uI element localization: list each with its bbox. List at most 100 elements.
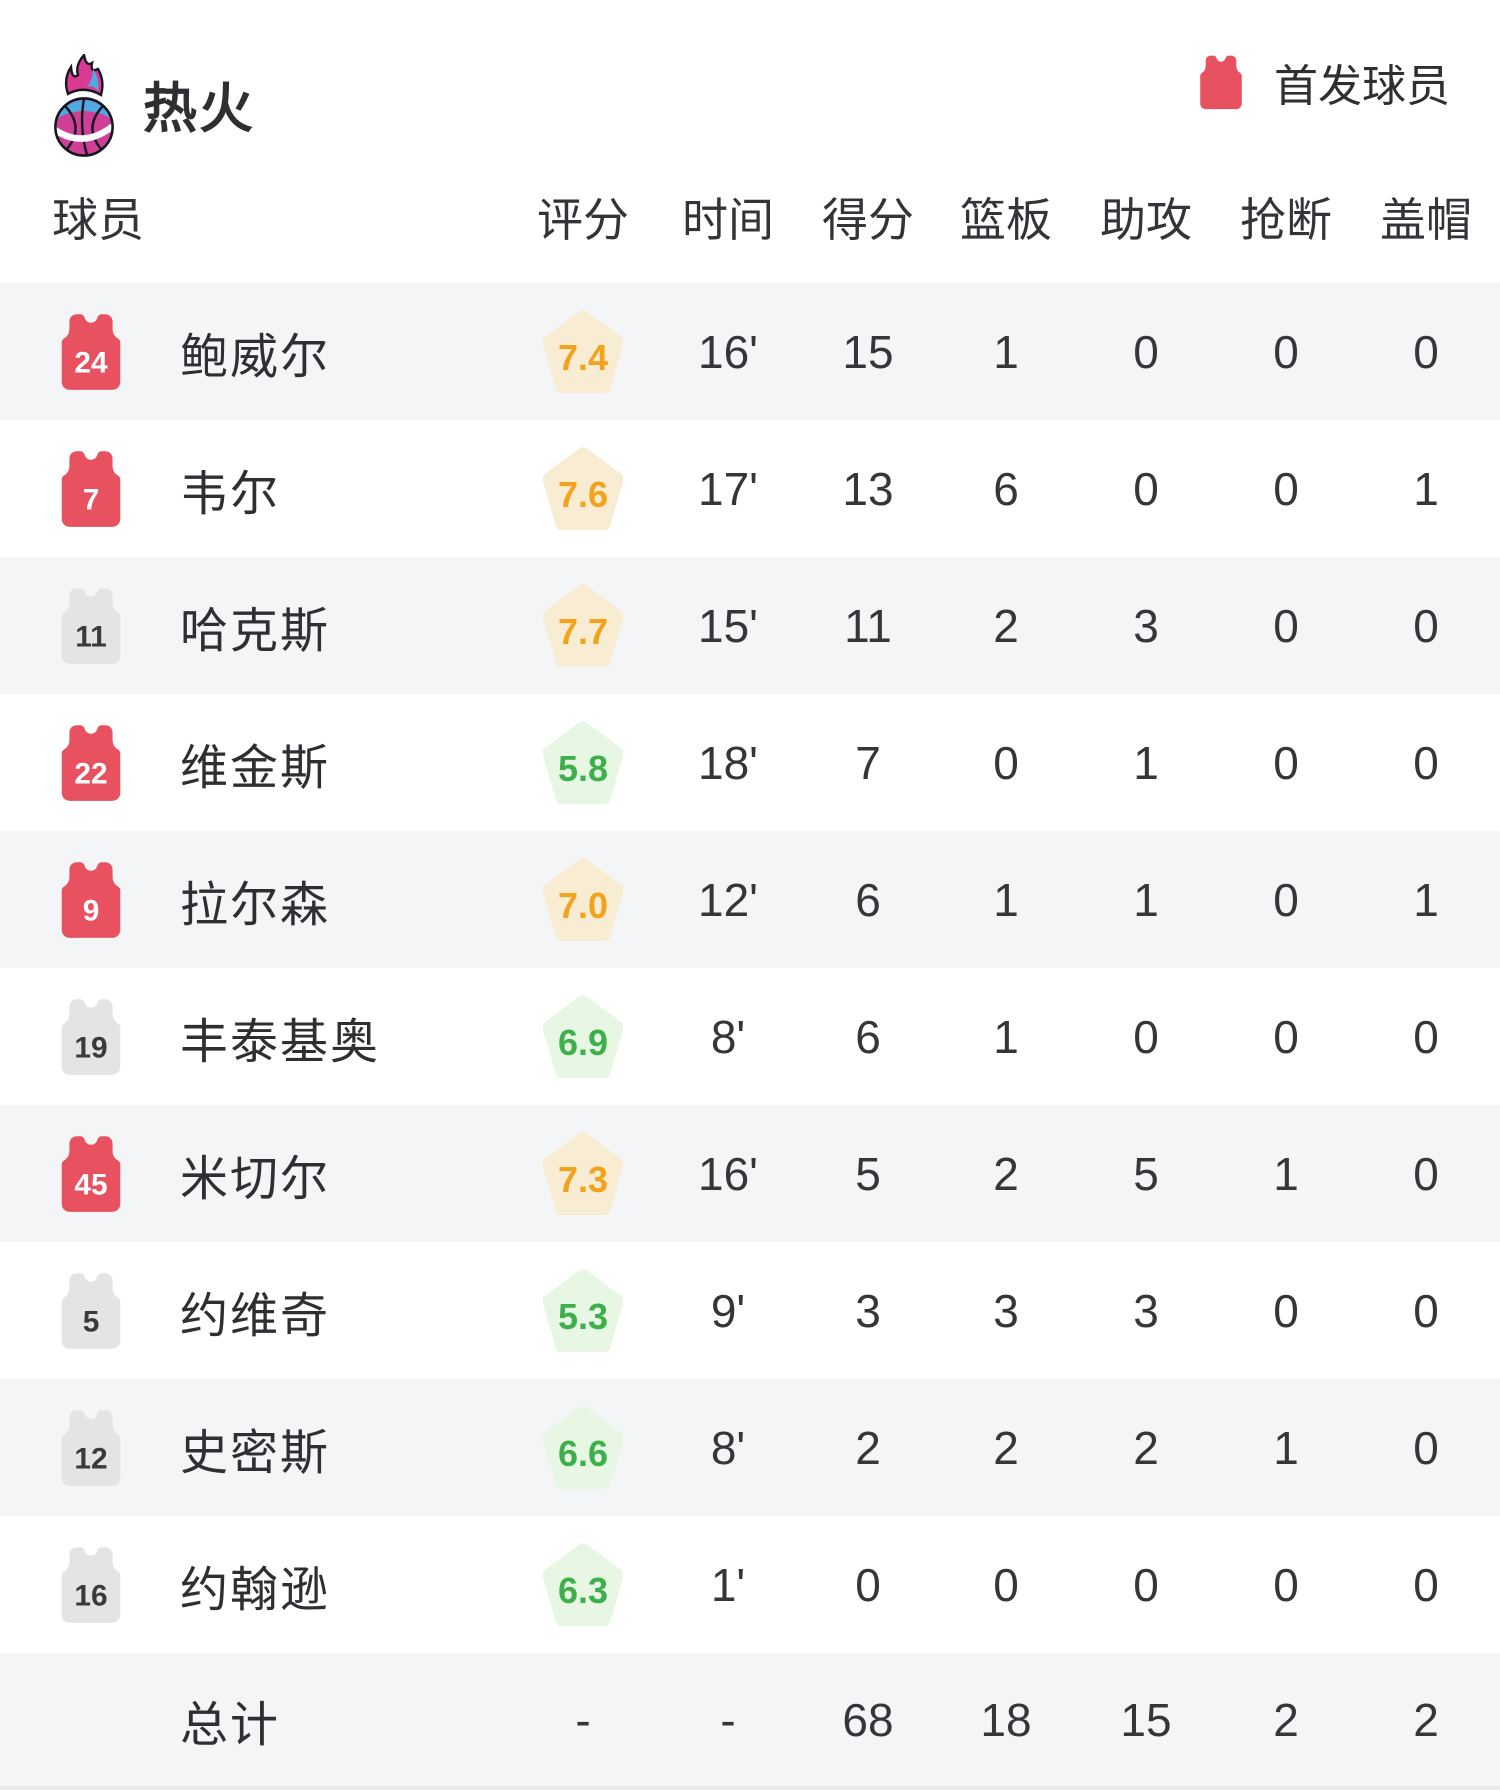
player-row[interactable]: 24 鲍威尔 7.4 16' 15 1 0 0 0	[0, 283, 1500, 420]
jersey-number: 9	[83, 895, 100, 928]
stat-assists: 0	[1133, 325, 1159, 378]
player-row[interactable]: 45 米切尔 7.3 16' 5 2 5 1 0	[0, 1105, 1500, 1242]
jersey-number: 12	[74, 1443, 107, 1476]
stat-points: 7	[855, 736, 881, 789]
stat-points: 0	[855, 1558, 881, 1611]
total-rebounds: 18	[980, 1693, 1032, 1746]
player-row[interactable]: 22 维金斯 5.8 18' 7 0 1 0 0	[0, 694, 1500, 831]
rating-badge: 6.6	[543, 1405, 623, 1490]
stat-steals: 0	[1273, 462, 1299, 515]
player-name: 哈克斯	[180, 604, 331, 658]
rating-value: 5.3	[557, 1296, 609, 1338]
stat-rebounds: 2	[993, 599, 1019, 652]
stat-blocks: 0	[1413, 736, 1439, 789]
player-table: 24 鲍威尔 7.4 16' 15 1 0 0 0 7	[0, 283, 1500, 1790]
player-name: 约翰逊	[180, 1563, 331, 1617]
starter-legend: 首发球员	[1196, 53, 1450, 111]
stat-steals: 1	[1273, 1421, 1299, 1474]
stat-rebounds: 0	[993, 1558, 1019, 1611]
rating-badge: 7.0	[543, 857, 623, 942]
rating-value: 6.9	[557, 1022, 609, 1064]
jersey-icon: 5	[56, 1271, 126, 1350]
team-name: 热火	[143, 79, 255, 139]
stat-points: 3	[855, 1284, 881, 1337]
rating-value: 7.0	[557, 885, 609, 927]
stat-time: 16'	[698, 1147, 758, 1200]
stat-rebounds: 1	[993, 1010, 1019, 1063]
jersey-number: 11	[75, 621, 107, 654]
player-row[interactable]: 9 拉尔森 7.0 12' 6 1 1 0 1	[0, 831, 1500, 968]
stat-steals: 0	[1273, 1558, 1299, 1611]
jersey-number: 16	[74, 1580, 107, 1613]
stat-blocks: 1	[1413, 873, 1439, 926]
stat-time: 17'	[698, 462, 758, 515]
total-row: 总计 - - 68 18 15 2 2	[0, 1653, 1500, 1790]
stat-time: 8'	[710, 1010, 746, 1063]
player-row[interactable]: 7 韦尔 7.6 17' 13 6 0 0 1	[0, 420, 1500, 557]
jersey-number: 5	[83, 1306, 100, 1339]
stat-points: 15	[842, 325, 894, 378]
stat-blocks: 0	[1413, 1010, 1439, 1063]
total-blocks: 2	[1413, 1693, 1439, 1746]
jersey-icon: 12	[56, 1408, 126, 1487]
stat-time: 9'	[710, 1284, 746, 1337]
stat-time: 15'	[698, 599, 758, 652]
stat-assists: 3	[1133, 599, 1159, 652]
jersey-number: 24	[74, 347, 108, 380]
stat-assists: 3	[1133, 1284, 1159, 1337]
stat-points: 11	[844, 599, 892, 652]
total-steals: 2	[1273, 1693, 1299, 1746]
player-row[interactable]: 16 约翰逊 6.3 1' 0 0 0 0 0	[0, 1516, 1500, 1653]
stat-blocks: 0	[1413, 599, 1439, 652]
total-assists: 15	[1120, 1693, 1172, 1746]
column-header-steals: 抢断	[1240, 193, 1332, 246]
stat-blocks: 0	[1413, 1558, 1439, 1611]
jersey-icon: 22	[56, 723, 126, 802]
stat-rebounds: 2	[993, 1147, 1019, 1200]
rating-value: 7.7	[557, 611, 609, 653]
stat-points: 5	[855, 1147, 881, 1200]
stat-assists: 2	[1133, 1421, 1159, 1474]
stat-rebounds: 0	[993, 736, 1019, 789]
jersey-number: 45	[74, 1169, 107, 1202]
stat-steals: 0	[1273, 736, 1299, 789]
stat-assists: 0	[1133, 1558, 1159, 1611]
stat-blocks: 0	[1413, 1421, 1439, 1474]
player-row[interactable]: 12 史密斯 6.6 8' 2 2 2 1 0	[0, 1379, 1500, 1516]
jersey-number: 7	[83, 484, 100, 517]
stat-steals: 0	[1273, 873, 1299, 926]
rating-badge: 6.3	[543, 1542, 623, 1627]
player-row[interactable]: 11 哈克斯 7.7 15' 11 2 3 0 0	[0, 557, 1500, 694]
rating-badge: 7.4	[543, 309, 623, 394]
player-name: 维金斯	[180, 741, 331, 795]
stat-assists: 0	[1133, 1010, 1159, 1063]
player-name: 米切尔	[180, 1152, 331, 1206]
jersey-icon: 11	[56, 586, 126, 665]
player-name: 鲍威尔	[180, 330, 331, 384]
stat-blocks: 0	[1413, 1147, 1439, 1200]
stat-assists: 1	[1133, 873, 1159, 926]
player-row[interactable]: 19 丰泰基奥 6.9 8' 6 1 0 0 0	[0, 968, 1500, 1105]
stat-rebounds: 1	[993, 873, 1019, 926]
rating-badge: 7.6	[543, 446, 623, 531]
stat-assists: 1	[1133, 736, 1159, 789]
stat-steals: 1	[1273, 1147, 1299, 1200]
stat-steals: 0	[1273, 325, 1299, 378]
jersey-number: 22	[74, 758, 107, 791]
stat-time: 16'	[698, 325, 758, 378]
jersey-number: 19	[74, 1032, 107, 1065]
player-row[interactable]: 5 约维奇 5.3 9' 3 3 3 0 0	[0, 1242, 1500, 1379]
rating-value: 6.6	[557, 1433, 609, 1475]
stat-points: 6	[855, 1010, 881, 1063]
stat-points: 2	[855, 1421, 881, 1474]
stat-steals: 0	[1273, 599, 1299, 652]
rating-badge: 7.3	[543, 1131, 623, 1216]
rating-value: 7.4	[557, 337, 609, 379]
starter-legend-label: 首发球员	[1274, 62, 1450, 111]
stat-time: 8'	[710, 1421, 746, 1474]
jersey-icon: 16	[56, 1545, 126, 1624]
jersey-icon: 9	[56, 860, 126, 939]
player-name: 约维奇	[180, 1289, 331, 1343]
total-points: 68	[842, 1693, 894, 1746]
column-header-rebounds: 篮板	[960, 193, 1052, 246]
